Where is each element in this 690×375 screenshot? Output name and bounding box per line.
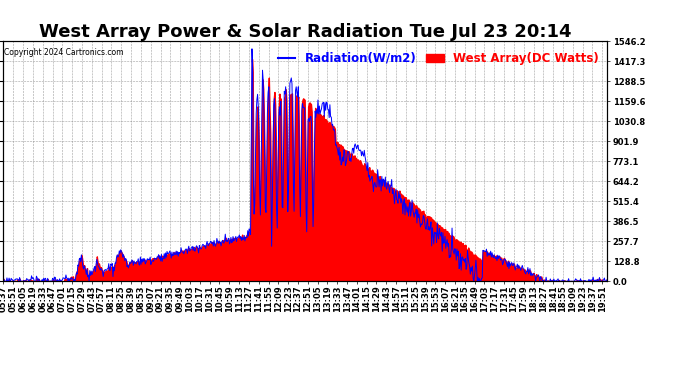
Text: Copyright 2024 Cartronics.com: Copyright 2024 Cartronics.com xyxy=(4,48,124,57)
Legend: Radiation(W/m2), West Array(DC Watts): Radiation(W/m2), West Array(DC Watts) xyxy=(273,47,604,70)
Title: West Array Power & Solar Radiation Tue Jul 23 20:14: West Array Power & Solar Radiation Tue J… xyxy=(39,23,571,41)
